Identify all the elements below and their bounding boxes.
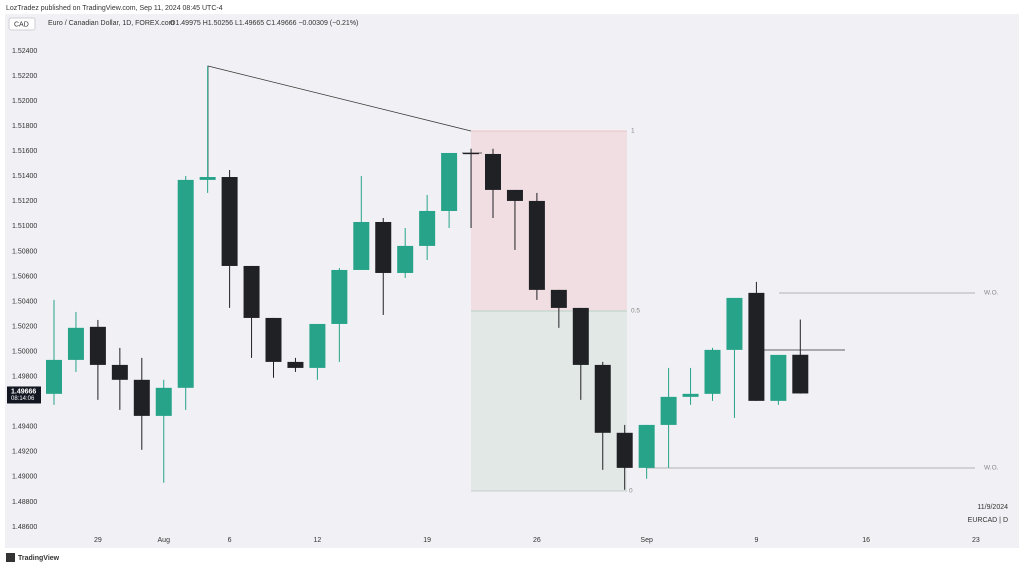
candle-body <box>309 323 326 368</box>
x-tick-label: 26 <box>533 537 541 544</box>
candle-body <box>572 307 589 365</box>
x-tick-label: 19 <box>423 537 431 544</box>
candle-body <box>682 393 699 397</box>
currency-badge: CAD <box>14 21 29 28</box>
y-tick-label: 1.50200 <box>12 323 37 330</box>
y-tick-label: 1.52200 <box>12 73 37 80</box>
x-tick-label: 23 <box>972 537 980 544</box>
fib-label: 0 <box>629 488 633 495</box>
candle-body <box>46 359 62 394</box>
y-tick-label: 1.52400 <box>12 48 37 55</box>
y-tick-label: 1.51800 <box>12 123 37 130</box>
candle-body <box>89 326 106 365</box>
candle-body <box>550 289 567 308</box>
y-tick-label: 1.49200 <box>12 449 37 456</box>
candle-body <box>419 210 436 246</box>
candle-body <box>287 361 304 368</box>
candle-body <box>155 387 172 416</box>
countdown: 08:14:06 <box>11 396 35 402</box>
candle-body <box>353 221 370 270</box>
y-tick-label: 1.48600 <box>12 524 37 531</box>
y-tick-label: 1.51200 <box>12 198 37 205</box>
x-tick-label: 12 <box>314 537 322 544</box>
x-tick-label: 29 <box>94 537 102 544</box>
y-tick-label: 1.50400 <box>12 298 37 305</box>
currency-badge-box <box>8 17 36 31</box>
candle-body <box>594 364 611 433</box>
candle-body <box>133 379 150 416</box>
candle-body <box>243 265 260 318</box>
candle-body <box>375 221 392 273</box>
candle-body <box>463 152 480 155</box>
candle-body <box>792 354 809 394</box>
y-tick-label: 1.48800 <box>12 499 37 506</box>
candle-body <box>748 292 765 401</box>
y-tick-label: 1.49800 <box>12 374 37 381</box>
ohlc-header: O1.49975 H1.50256 L1.49665 C1.49666 −0.0… <box>170 20 358 27</box>
y-tick-label: 1.51600 <box>12 148 37 155</box>
fib-label: 1 <box>631 128 635 135</box>
x-tick-label: 16 <box>862 537 870 544</box>
y-tick-label: 1.52000 <box>12 98 37 105</box>
brand-logo <box>6 553 15 562</box>
candle-body <box>177 179 194 388</box>
y-tick-label: 1.50800 <box>12 248 37 255</box>
x-tick-label: 9 <box>754 537 758 544</box>
x-tick-label: Aug <box>158 537 171 544</box>
chart-title: Euro / Canadian Dollar, 1D, FOREX.com <box>48 20 175 27</box>
candle-body <box>265 317 282 362</box>
x-tick-label: Sep <box>640 537 653 544</box>
candle-body <box>199 177 216 180</box>
y-tick-label: 1.51400 <box>12 173 37 180</box>
wo-label: W.O. <box>984 290 999 297</box>
y-tick-label: 1.50000 <box>12 348 37 355</box>
y-tick-label: 1.49000 <box>12 474 37 481</box>
fib-label: 0.5 <box>631 308 640 315</box>
candle-body <box>221 177 238 266</box>
candle-body <box>485 153 501 190</box>
symbol-label: EURCAD | D <box>968 517 1008 524</box>
candle-body <box>660 396 677 425</box>
candle-body <box>506 189 523 201</box>
candle-body <box>528 200 545 290</box>
y-tick-label: 1.49400 <box>12 424 37 431</box>
wo-label: W.O. <box>984 465 999 472</box>
candle-body <box>441 152 458 211</box>
candle-body <box>770 354 787 401</box>
candle-body <box>331 269 348 324</box>
publisher: LozTradez published on TradingView.com, … <box>6 5 223 12</box>
y-tick-label: 1.50600 <box>12 273 37 280</box>
candle-body <box>704 349 721 394</box>
x-tick-label: 6 <box>228 537 232 544</box>
candle-body <box>67 327 84 360</box>
brand: TradingView <box>18 555 60 562</box>
y-tick-label: 1.51000 <box>12 223 37 230</box>
date-label: 11/9/2024 <box>977 504 1008 511</box>
candle-body <box>111 364 128 380</box>
candle-body <box>638 424 655 468</box>
candle-body <box>616 432 633 468</box>
candle-body <box>397 245 414 273</box>
candle-body <box>726 297 743 350</box>
price-tag-label: 1.49666 <box>11 388 36 395</box>
price-tag <box>7 386 41 404</box>
